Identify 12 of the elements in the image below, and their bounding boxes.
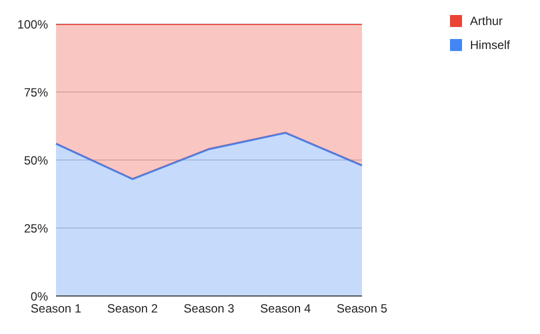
x-tick-label: Season 1: [30, 302, 82, 316]
x-tick-label: Season 4: [260, 302, 312, 316]
y-tick-label: 0%: [30, 289, 48, 304]
legend-label: Himself: [470, 38, 510, 52]
legend-label: Arthur: [470, 14, 503, 28]
y-tick-label: 100%: [17, 17, 48, 32]
y-tick-label: 25%: [24, 221, 48, 236]
x-tick-label: Season 5: [336, 302, 388, 316]
x-tick-label: Season 3: [184, 302, 235, 316]
y-tick-label: 50%: [24, 153, 48, 168]
y-tick-label: 75%: [24, 85, 48, 100]
x-tick-label: Season 2: [107, 302, 158, 316]
